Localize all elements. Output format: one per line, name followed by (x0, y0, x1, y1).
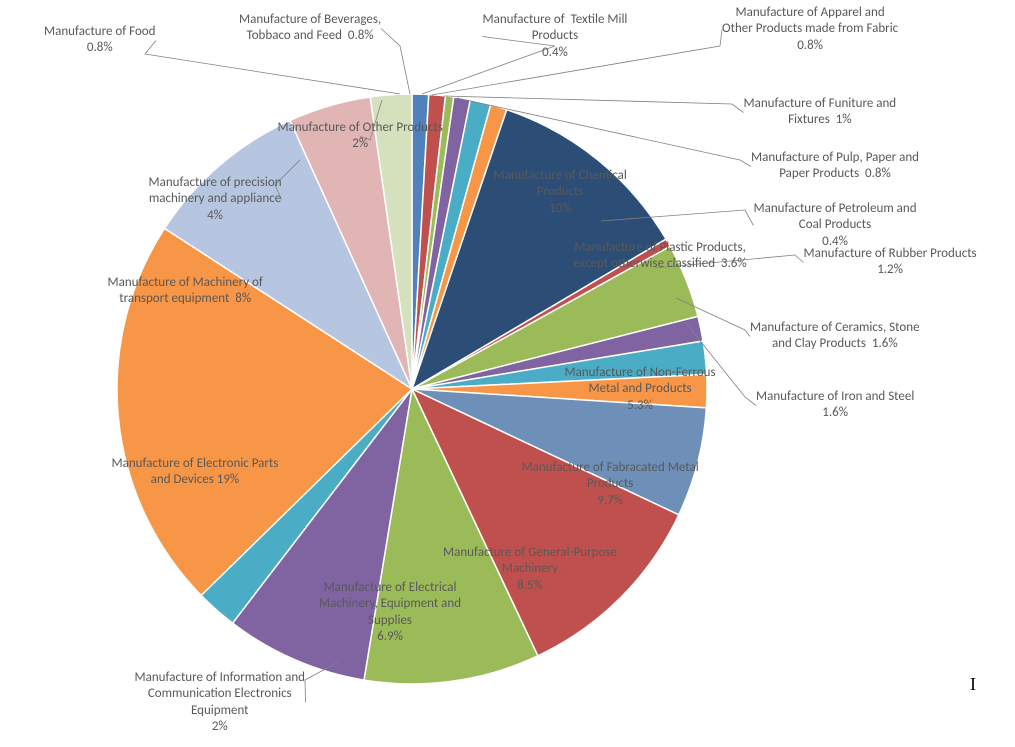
pie-slice-label: Manufacture of Petroleum and Coal Produc… (754, 201, 917, 250)
pie-slice-label: Manufacture of Rubber Products 1.2% (804, 246, 977, 279)
pie-slice-label: Manufacture of Machinery of transport eq… (108, 275, 263, 308)
leader-line (381, 29, 410, 95)
pie-slice-label: Manufacture of Other Products 2% (278, 120, 443, 153)
pie-slice-label: Manufacture of Food 0.8% (44, 24, 156, 57)
pie-slice-label: Manufacture of Electronic Parts and Devi… (112, 456, 279, 489)
pie-slice-label: Manufacture of Textile Mill Products 0.4… (483, 12, 628, 61)
pie-slice-label: Manufacture of Apparel and Other Product… (722, 5, 898, 54)
pie-slice-label: Manufacture of Funiture and Fixtures 1% (744, 96, 897, 129)
pie-slice-label: Manufacture of Iron and Steel 1.6% (756, 389, 914, 422)
text-cursor-artifact: I (970, 673, 976, 696)
pie-slice-label: Manufacture of Ceramics, Stone and Clay … (750, 320, 920, 353)
pie-slice-label: Manufacture of Pulp, Paper and Paper Pro… (751, 150, 919, 183)
pie-slice-label: Manufacture of Chemical Products 10% (494, 168, 627, 217)
pie-slice-label: Manufacture of Plastic Products, except … (574, 240, 747, 273)
pie-slice-label: Manufacture of Electrical Machinery, Equ… (319, 580, 461, 645)
pie-slice-label: Manufacture of Fabracated Metal Products… (522, 460, 699, 509)
pie-slice-label: Manufacture of precision machinery and a… (149, 175, 282, 224)
pie-slice-label: Manufacture of Information and Communica… (135, 670, 306, 735)
leader-line (145, 41, 400, 95)
pie-slice-label: Manufacture of Non-Ferrous Metal and Pro… (565, 365, 716, 414)
pie-slice-label: Manufacture of General-Purpose Machinery… (443, 545, 617, 594)
pie-slice-label: Manufacture of Beverages, Tobbaco and Fe… (239, 12, 381, 45)
